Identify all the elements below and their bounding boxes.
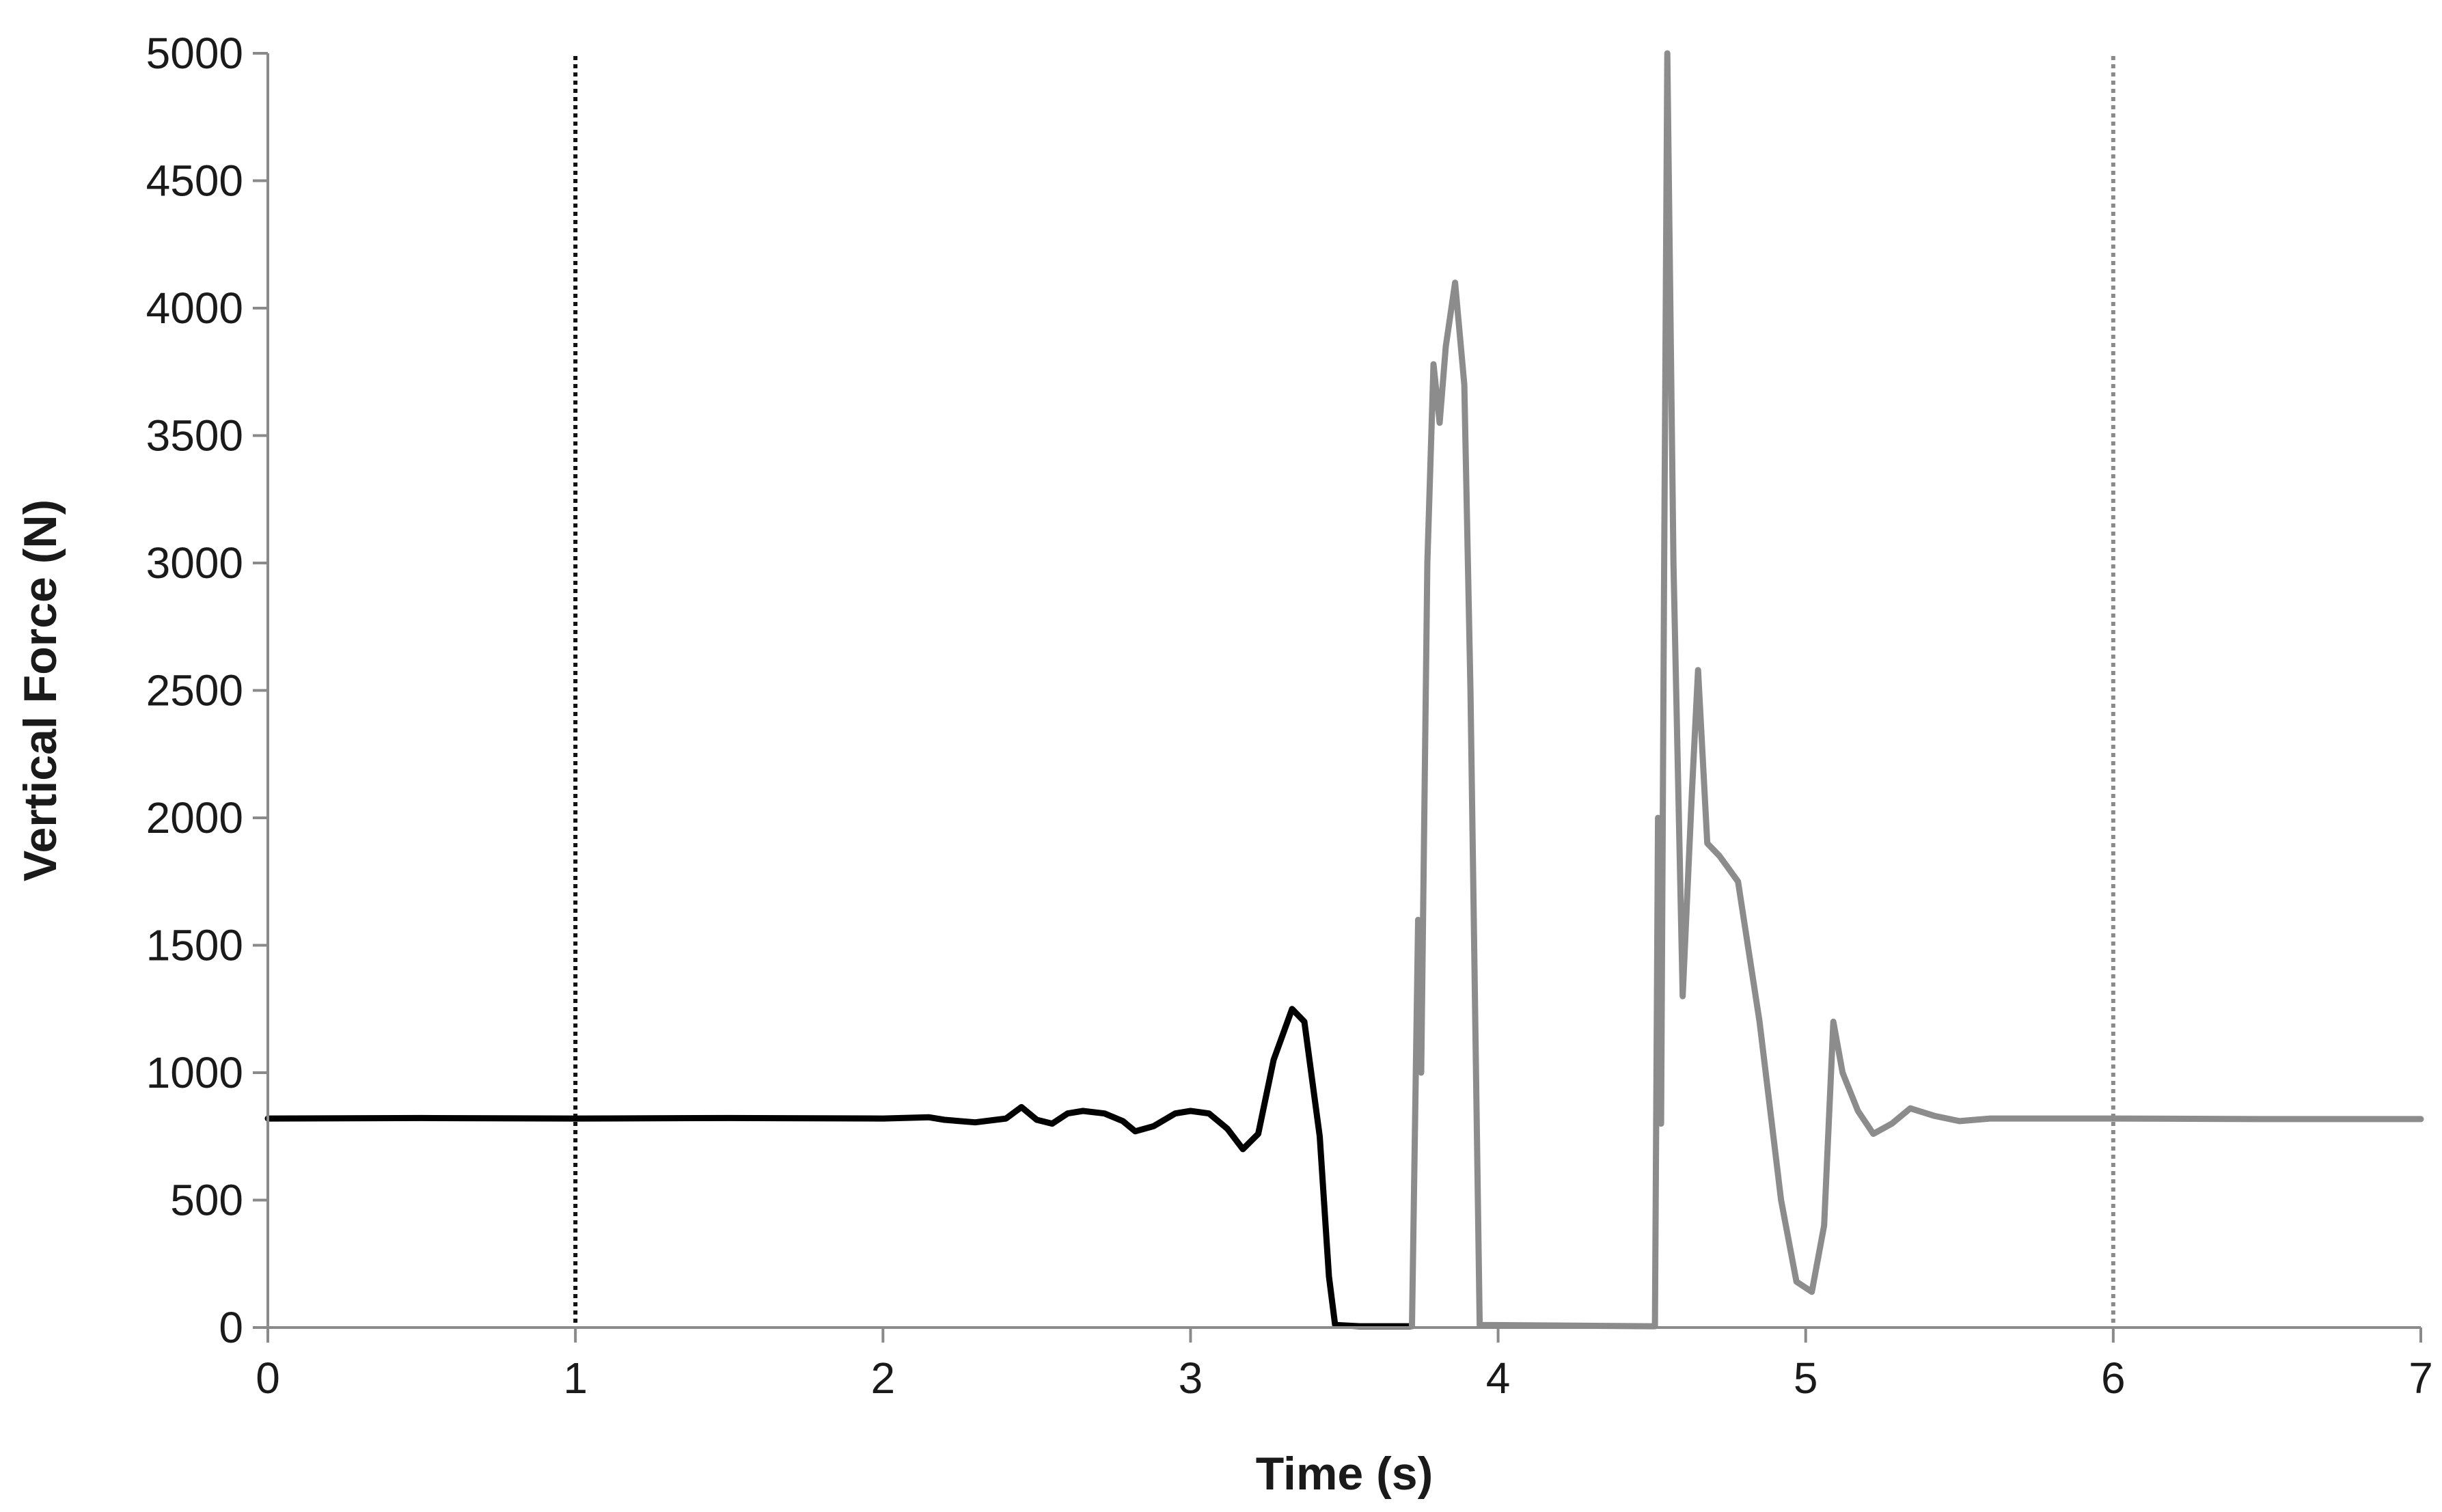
x-tick-label: 6 bbox=[2101, 1353, 2126, 1403]
y-tick-label: 4500 bbox=[146, 156, 243, 206]
y-tick-label: 3500 bbox=[146, 411, 243, 461]
axes bbox=[253, 52, 2422, 1343]
y-tick-label: 2000 bbox=[146, 793, 243, 842]
series-line bbox=[1409, 50, 2424, 1330]
y-tick-label: 5000 bbox=[146, 29, 243, 78]
x-tick-label: 3 bbox=[1179, 1353, 1203, 1403]
tick-labels: 0 500 1000 1500 2000 2500 3000 3500 4000 4500 5000… bbox=[146, 29, 2433, 1403]
x-axis-title: Time (s) bbox=[1256, 1448, 1433, 1500]
y-tick-label: 500 bbox=[170, 1176, 243, 1225]
y-tick-label: 1500 bbox=[146, 921, 243, 970]
y-tick-label: 4000 bbox=[146, 284, 243, 333]
x-tick-label: 7 bbox=[2409, 1353, 2433, 1403]
x-tick-label: 5 bbox=[1794, 1353, 1818, 1403]
series-line bbox=[264, 1006, 1415, 1330]
x-tick-label: 2 bbox=[870, 1353, 895, 1403]
y-axis-title: Vertical Force (N) bbox=[14, 499, 66, 881]
y-tick-label: 2500 bbox=[146, 666, 243, 715]
y-tick-label: 1000 bbox=[146, 1048, 243, 1097]
y-tick-label: 3000 bbox=[146, 538, 243, 588]
x-tick-label: 4 bbox=[1486, 1353, 1511, 1403]
y-tick-label: 0 bbox=[219, 1303, 243, 1352]
series-layer bbox=[264, 50, 2424, 1330]
x-tick-label: 0 bbox=[256, 1353, 280, 1403]
reference-lines bbox=[573, 56, 2115, 1328]
x-tick-label: 1 bbox=[563, 1353, 588, 1403]
